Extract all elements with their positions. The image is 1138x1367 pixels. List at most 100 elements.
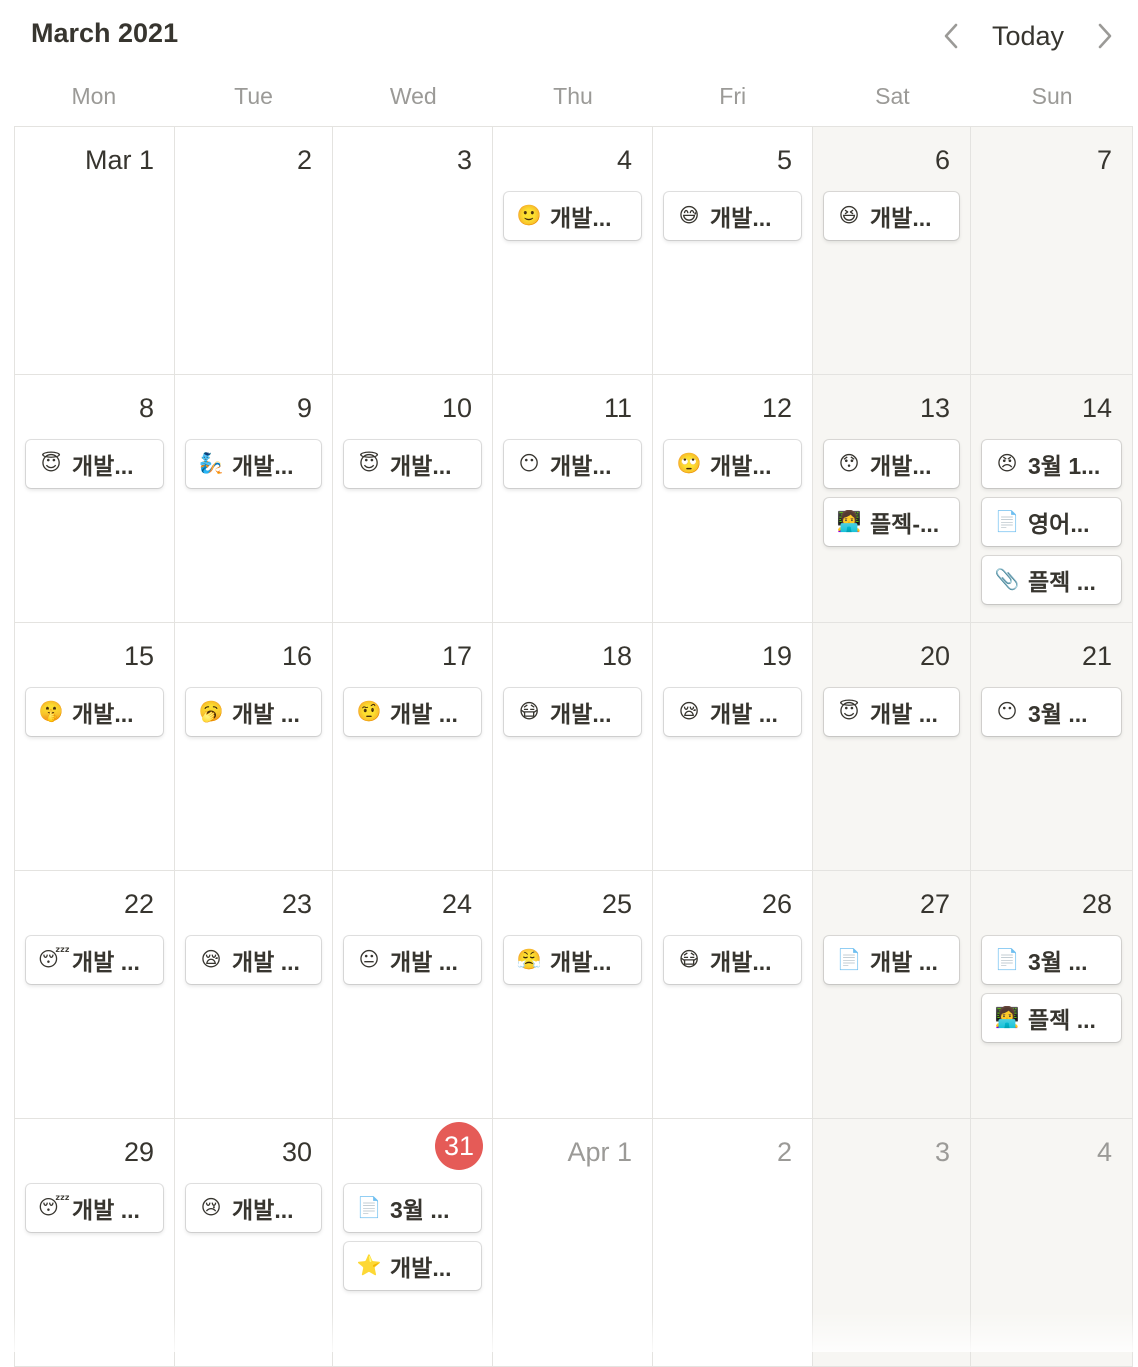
day-cell[interactable]: 27 📄 개발 ... <box>813 871 971 1119</box>
day-cell[interactable]: 24 😐 개발 ... <box>333 871 493 1119</box>
next-month-button[interactable] <box>1088 16 1122 56</box>
event-card[interactable]: 😪 개발 ... <box>186 936 321 984</box>
event-emoji-icon: 😴 <box>38 949 71 971</box>
day-cell[interactable]: 12 🙄 개발... <box>653 375 813 623</box>
day-cell[interactable]: 29 😴 개발 ... <box>15 1119 175 1367</box>
day-cell[interactable]: 20 😇 개발 ... <box>813 623 971 871</box>
event-card[interactable]: 😶 개발... <box>504 440 641 488</box>
event-list: 🙂 개발... <box>504 192 641 240</box>
event-card[interactable]: 😴 개발 ... <box>26 936 163 984</box>
day-number: 10 <box>441 393 472 423</box>
day-cell[interactable]: 5 😅 개발... <box>653 127 813 375</box>
event-card[interactable]: 😐 개발 ... <box>344 936 481 984</box>
day-cell[interactable]: 15 🤫 개발... <box>15 623 175 871</box>
event-card[interactable]: 👩‍💻 플젝 ... <box>982 994 1121 1042</box>
day-number: 13 <box>919 393 950 423</box>
calendar-grid: Mar 1 2 3 4 🙂 개발... 5 😅 개발... 6 😆 개발... 7 8 😇 개발... 9 🧞 개발… <box>14 126 1133 1367</box>
event-list: 😇 개발 ... <box>824 688 959 736</box>
day-cell[interactable]: 11 😶 개발... <box>493 375 653 623</box>
day-cell[interactable]: 6 😆 개발... <box>813 127 971 375</box>
event-card[interactable]: 📎 플젝 ... <box>982 556 1121 604</box>
day-cell[interactable]: 23 😪 개발 ... <box>175 871 333 1119</box>
event-card[interactable]: 😤 개발... <box>504 936 641 984</box>
day-number: 19 <box>761 641 792 671</box>
day-cell[interactable]: 28 📄 3월 ... 👩‍💻 플젝 ... <box>971 871 1133 1119</box>
day-cell[interactable]: 13 😯 개발... 👩‍💻 플젝-... <box>813 375 971 623</box>
day-cell[interactable]: 2 <box>653 1119 813 1367</box>
event-card[interactable]: 🥱 개발 ... <box>186 688 321 736</box>
day-cell[interactable]: 21 😶 3월 ... <box>971 623 1133 871</box>
month-title: March 2021 <box>31 18 179 48</box>
weekday-label: Sun <box>1031 83 1073 109</box>
day-cell[interactable]: 31 📄 3월 ... ⭐ 개발... <box>333 1119 493 1367</box>
day-cell[interactable]: 3 <box>333 127 493 375</box>
event-title: 개발... <box>870 205 932 231</box>
event-card[interactable]: 😪 개발 ... <box>664 688 801 736</box>
day-number: 4 <box>1096 1137 1112 1167</box>
event-title: 영어... <box>1028 511 1090 537</box>
day-number: 11 <box>603 393 632 423</box>
day-cell[interactable]: 16 🥱 개발 ... <box>175 623 333 871</box>
day-number: 15 <box>123 641 154 671</box>
day-cell[interactable]: 9 🧞 개발... <box>175 375 333 623</box>
event-card[interactable]: 😇 개발 ... <box>824 688 959 736</box>
event-card[interactable]: 👩‍💻 플젝-... <box>824 498 959 546</box>
event-card[interactable]: ⭐ 개발... <box>344 1242 481 1290</box>
day-cell[interactable]: 30 😢 개발... <box>175 1119 333 1367</box>
event-emoji-icon: 😇 <box>838 701 860 723</box>
day-number: 3 <box>456 145 472 175</box>
event-card[interactable]: 😆 개발... <box>824 192 959 240</box>
event-card[interactable]: 😇 개발... <box>344 440 481 488</box>
event-emoji-icon: 🧞 <box>198 453 224 475</box>
day-number: 16 <box>281 641 312 671</box>
day-cell[interactable]: 25 😤 개발... <box>493 871 653 1119</box>
event-title: 개발... <box>870 453 932 479</box>
day-cell[interactable]: 3 <box>813 1119 971 1367</box>
day-cell[interactable]: 4 🙂 개발... <box>493 127 653 375</box>
day-cell[interactable]: 10 😇 개발... <box>333 375 493 623</box>
day-cell[interactable]: 26 😷 개발... <box>653 871 813 1119</box>
event-card[interactable]: 😇 개발... <box>26 440 163 488</box>
event-title: 개발... <box>232 1197 294 1223</box>
day-cell[interactable]: Apr 1 <box>493 1119 653 1367</box>
event-card[interactable]: 📄 영어... <box>982 498 1121 546</box>
day-cell[interactable]: Mar 1 <box>15 127 175 375</box>
event-card[interactable]: 😷 개발... <box>504 688 641 736</box>
event-card[interactable]: 😠 3월 1... <box>982 440 1121 488</box>
day-cell[interactable]: 7 <box>971 127 1133 375</box>
previous-month-button[interactable] <box>934 16 968 56</box>
day-cell[interactable]: 19 😪 개발 ... <box>653 623 813 871</box>
event-card[interactable]: 📄 개발 ... <box>824 936 959 984</box>
event-card[interactable]: 🤨 개발 ... <box>344 688 481 736</box>
day-number: 2 <box>776 1137 792 1167</box>
event-card[interactable]: 😷 개발... <box>664 936 801 984</box>
event-card[interactable]: 🙂 개발... <box>504 192 641 240</box>
event-title: 개발... <box>232 453 294 479</box>
day-cell[interactable]: 17 🤨 개발 ... <box>333 623 493 871</box>
event-list: 😴 개발 ... <box>26 936 163 984</box>
day-cell[interactable]: 2 <box>175 127 333 375</box>
day-cell[interactable]: 22 😴 개발 ... <box>15 871 175 1119</box>
day-cell[interactable]: 18 😷 개발... <box>493 623 653 871</box>
event-card[interactable]: 😢 개발... <box>186 1184 321 1232</box>
event-title: 3월 ... <box>1028 701 1088 727</box>
event-card[interactable]: 📄 3월 ... <box>982 936 1121 984</box>
event-card[interactable]: 😶 3월 ... <box>982 688 1121 736</box>
day-cell[interactable]: 4 <box>971 1119 1133 1367</box>
event-emoji-icon: 😇 <box>358 453 380 475</box>
day-cell[interactable]: 8 😇 개발... <box>15 375 175 623</box>
event-emoji-icon: 🥱 <box>198 701 224 723</box>
weekday-label: Fri <box>719 83 747 109</box>
event-card[interactable]: 🧞 개발... <box>186 440 321 488</box>
day-number: 12 <box>761 393 792 423</box>
event-card[interactable]: 😯 개발... <box>824 440 959 488</box>
event-card[interactable]: 😴 개발 ... <box>26 1184 163 1232</box>
event-card[interactable]: 🤫 개발... <box>26 688 163 736</box>
event-card[interactable]: 🙄 개발... <box>664 440 801 488</box>
day-cell[interactable]: 14 😠 3월 1... 📄 영어... 📎 플젝 ... <box>971 375 1133 623</box>
today-button[interactable]: Today <box>991 20 1064 51</box>
event-list: 🤨 개발 ... <box>344 688 481 736</box>
event-card[interactable]: 📄 3월 ... <box>344 1184 481 1232</box>
event-card[interactable]: 😅 개발... <box>664 192 801 240</box>
weekday-header-row: Mon Tue Wed Thu Fri Sat Sun <box>14 78 1132 114</box>
